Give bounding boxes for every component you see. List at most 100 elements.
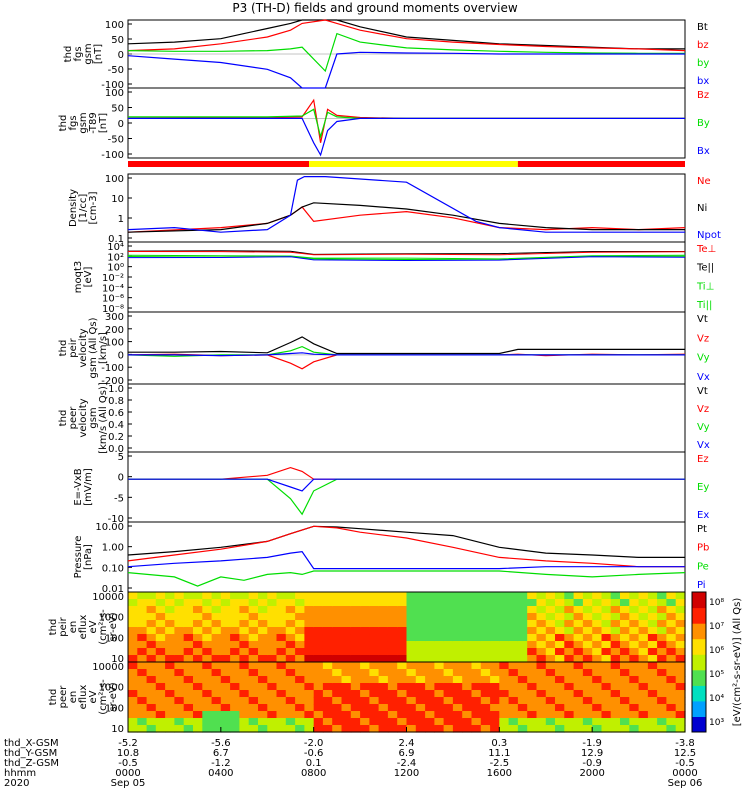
spectrogram-cell: [397, 683, 408, 691]
spectrogram-cell: [647, 725, 658, 733]
y-axis-label: thdfgsgsm-T89[nT]: [58, 112, 109, 134]
spectrogram-cell: [499, 627, 510, 635]
spectrogram-cell: [582, 592, 593, 600]
spectrogram-cell: [601, 676, 612, 684]
spectrogram-cell: [387, 592, 398, 600]
spectrogram-cell: [573, 725, 584, 733]
legend-Ni: Ni: [697, 203, 707, 214]
y-tick-label: 300: [105, 312, 124, 323]
spectrogram-cell: [406, 683, 417, 691]
spectrogram-cell: [378, 711, 389, 719]
spectrogram-cell: [137, 655, 148, 663]
spectrogram-cell: [137, 676, 148, 684]
spectrogram-cell: [666, 627, 677, 635]
spectrogram-cell: [647, 662, 658, 670]
series-fgs_bx: [127, 51, 685, 89]
spectrogram-cell: [490, 697, 500, 705]
spectrogram-cell: [601, 683, 612, 691]
spectrogram-cell: [155, 697, 166, 705]
legend-Ti||: Ti||: [696, 300, 712, 311]
spectrogram-cell: [620, 592, 630, 600]
spectrogram-cell: [564, 599, 575, 607]
spectrogram-cell: [490, 606, 500, 614]
spectrogram-cell: [276, 676, 287, 684]
spectrogram-cell: [601, 627, 612, 635]
spectrogram-cell: [193, 711, 203, 719]
x-tick-label: 0.1: [306, 758, 322, 769]
spectrogram-cell: [601, 634, 612, 642]
spectrogram-cell: [536, 711, 547, 719]
spectrogram-cell: [675, 655, 686, 663]
spectrogram-cell: [220, 599, 231, 607]
spectrogram-cell: [313, 599, 324, 607]
spectrogram-cell: [155, 648, 166, 656]
spectrogram-cell: [378, 718, 389, 726]
spectrogram-cell: [443, 592, 454, 600]
spectrogram-cell: [267, 704, 278, 712]
spectrogram-cell: [425, 669, 435, 677]
spectrogram-cell: [601, 711, 612, 719]
spectrogram-cell: [239, 697, 250, 705]
spectrogram-cell: [666, 634, 677, 642]
spectrogram-cell: [620, 599, 630, 607]
spectrogram-cell: [657, 599, 667, 607]
spectrogram-cell: [397, 641, 408, 649]
spectrogram-cell: [415, 690, 426, 698]
spectrogram-cell: [369, 655, 380, 663]
spectrogram-cell: [657, 718, 667, 726]
spectrogram-cell: [183, 718, 194, 726]
spectrogram-cell: [471, 718, 482, 726]
spectrogram-cell: [508, 683, 519, 691]
spectrogram-cell: [508, 641, 519, 649]
spectrogram-cell: [193, 641, 203, 649]
spectrogram-cell: [434, 718, 445, 726]
spectrogram-cell: [397, 655, 408, 663]
spectrogram-cell: [490, 704, 500, 712]
spectrogram-cell: [165, 669, 175, 677]
spectrogram-cell: [545, 613, 556, 621]
spectrogram-cell: [527, 613, 538, 621]
spectrogram-cell: [397, 676, 408, 684]
y-tick-label: 0.2: [108, 432, 124, 443]
spectrogram-cell: [313, 592, 324, 600]
spectrogram-cell: [620, 606, 630, 614]
spectrogram-cell: [174, 662, 185, 670]
spectrogram-cell: [666, 704, 677, 712]
spectrogram-cell: [517, 655, 528, 663]
spectrogram-cell: [452, 655, 463, 663]
spectrogram-cell: [220, 704, 231, 712]
spectrogram-cell: [638, 655, 649, 663]
spectrogram-cell: [220, 648, 231, 656]
spectrogram-cell: [564, 620, 575, 628]
spectrogram-cell: [285, 627, 296, 635]
spectrogram-cell: [675, 620, 686, 628]
legend-Te||: Te||: [696, 263, 714, 274]
spectrogram-cell: [248, 613, 259, 621]
spectrogram-cell: [267, 634, 278, 642]
colorbar-segment: [692, 592, 706, 609]
y-tick-label: 100: [105, 338, 124, 349]
spectrogram-cell: [545, 627, 556, 635]
spectrogram-cell: [471, 704, 482, 712]
spectrogram-cell: [545, 711, 556, 719]
series-pi: [127, 550, 685, 570]
spectrogram-cell: [601, 648, 612, 656]
spectrogram-cell: [285, 592, 296, 600]
spectrogram-cell: [146, 592, 157, 600]
spectrogram-cell: [647, 592, 658, 600]
spectrogram-cell: [322, 690, 333, 698]
spectrogram-cell: [629, 641, 640, 649]
spectrogram-cell: [573, 627, 584, 635]
spectrogram-cell: [155, 641, 166, 649]
colorbar-frame: [691, 591, 707, 733]
spectrogram-cell: [434, 592, 445, 600]
spectrogram-cell: [555, 718, 565, 726]
spectrogram-cell: [610, 704, 621, 712]
spectrogram-cell: [332, 599, 343, 607]
spectrogram-cell: [304, 592, 315, 600]
spectrogram-cell: [183, 662, 194, 670]
spectrogram-cell: [490, 655, 500, 663]
spectrogram-cell: [527, 725, 538, 733]
spectrogram-cell: [248, 599, 259, 607]
spectrogram-cell: [137, 683, 148, 691]
